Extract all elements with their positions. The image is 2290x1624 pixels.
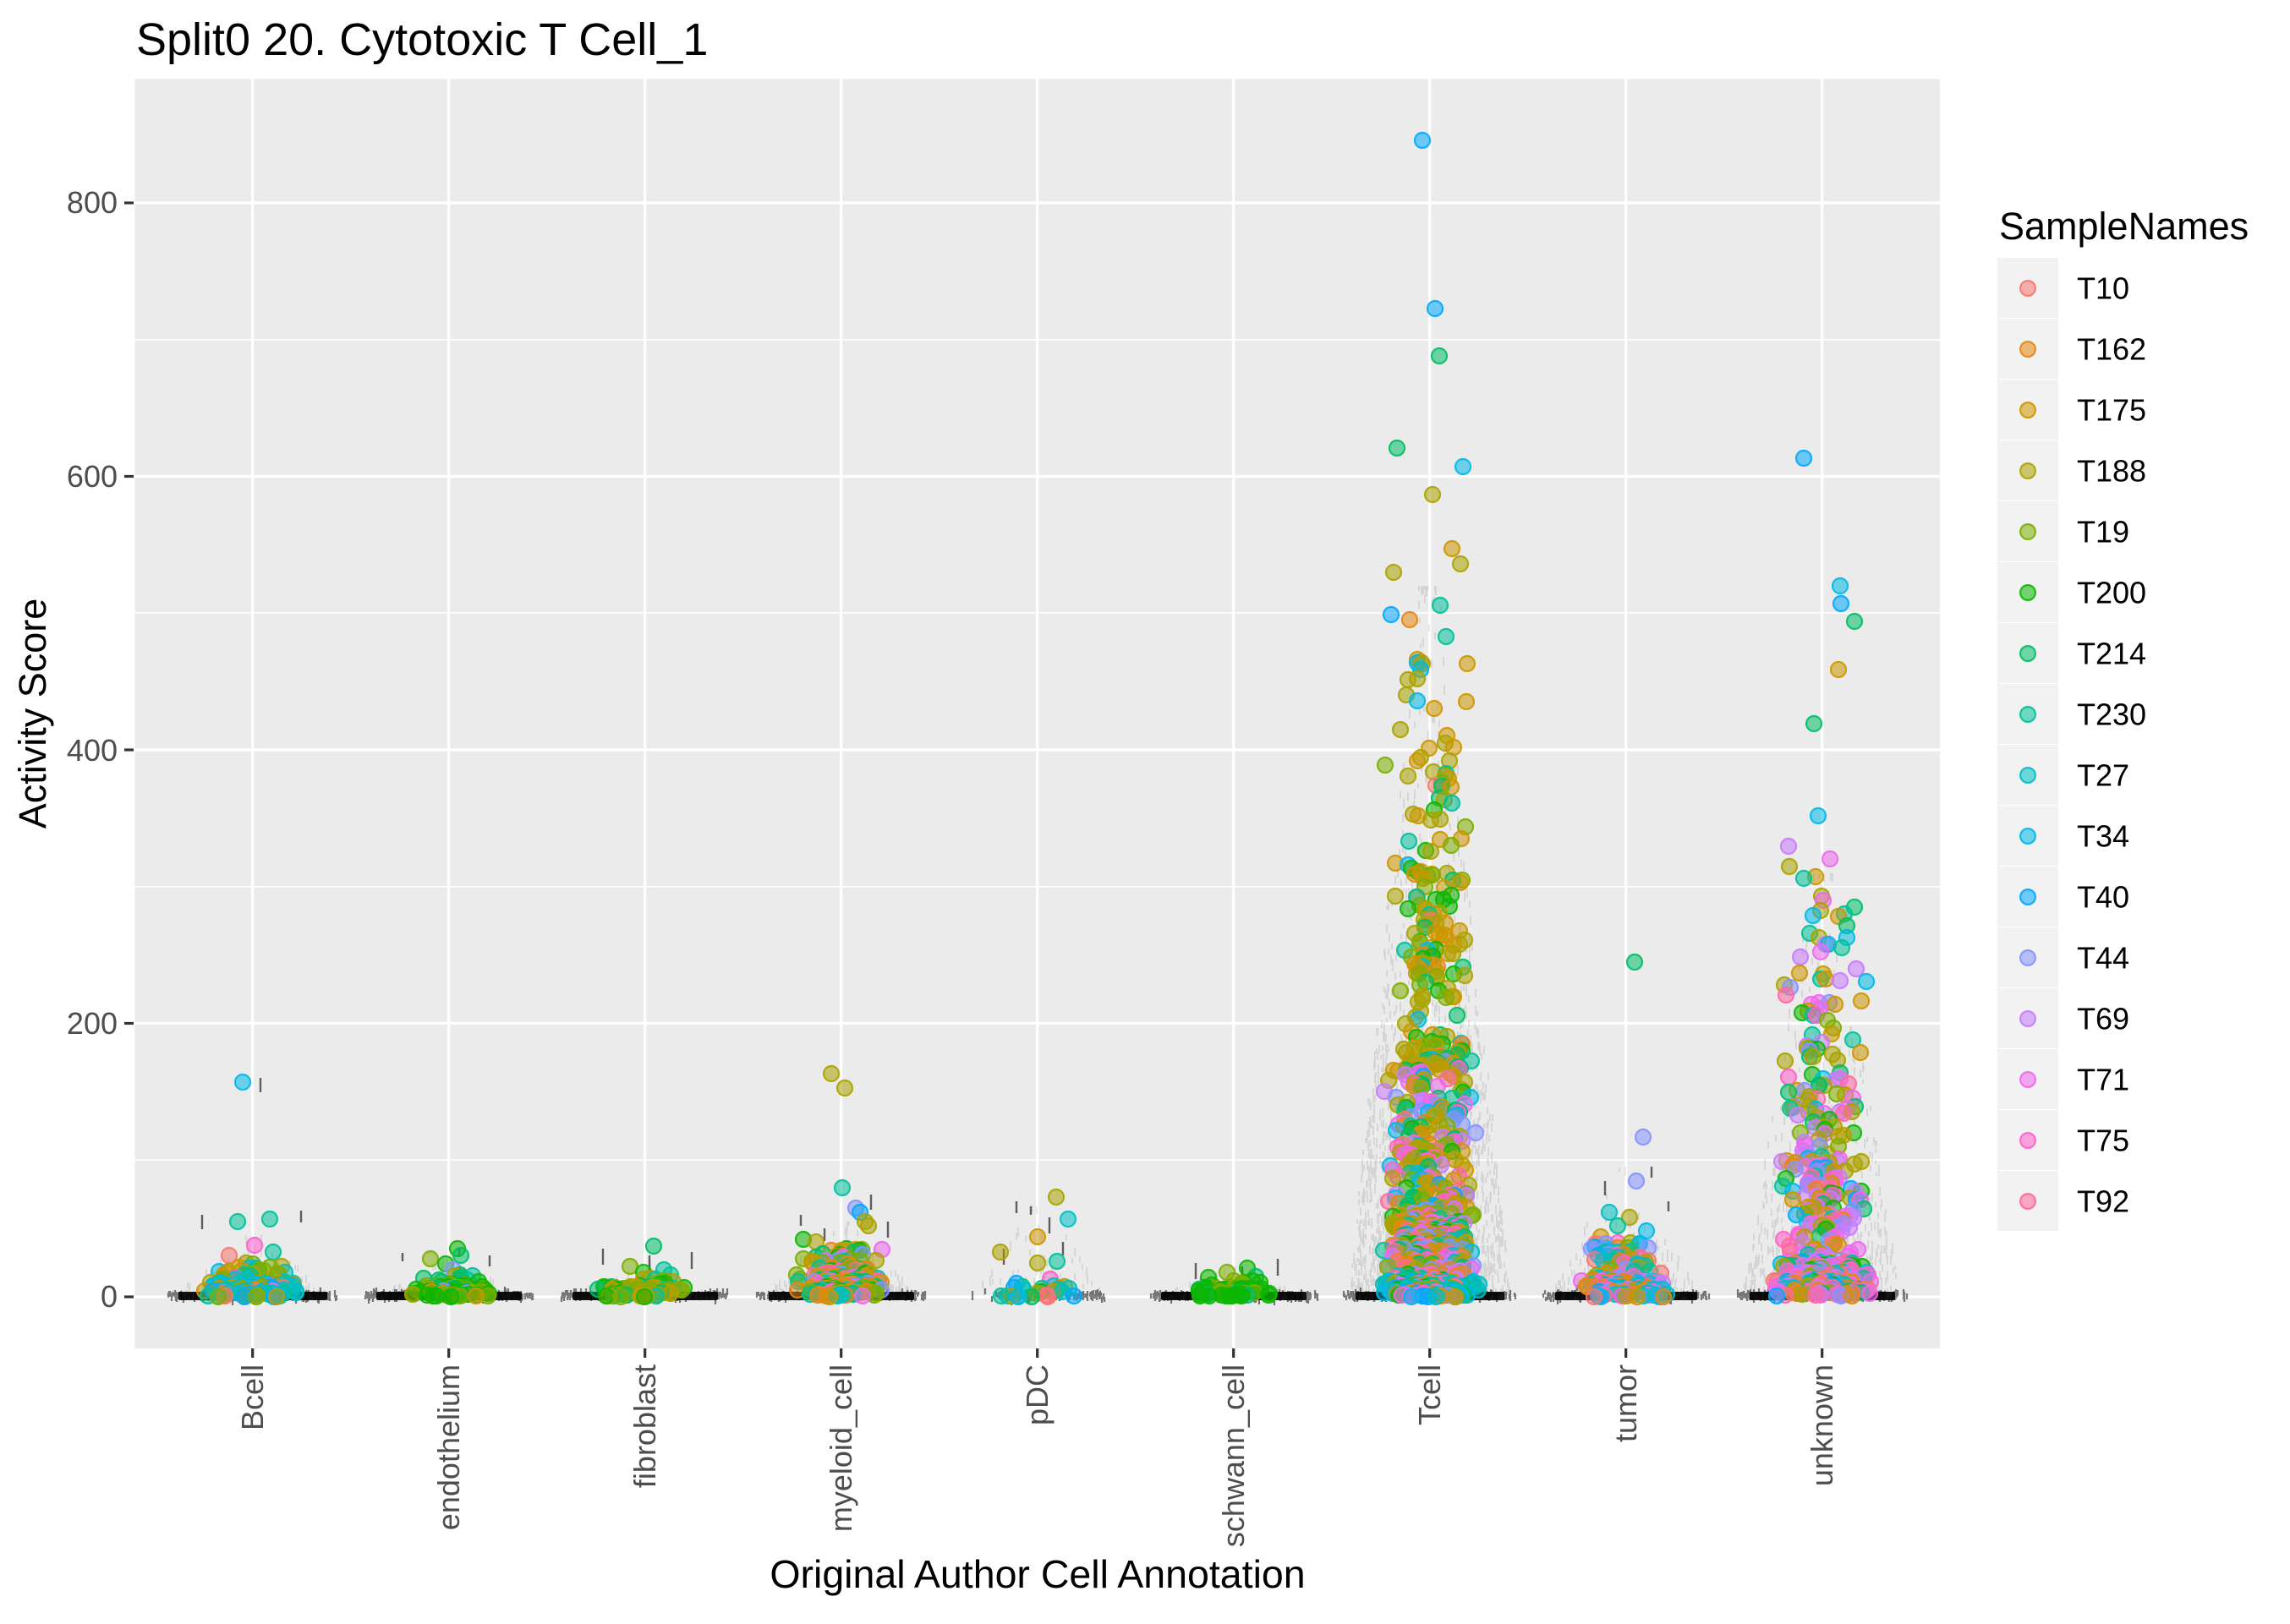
svg-text:T44: T44	[2077, 941, 2129, 976]
svg-text:600: 600	[67, 459, 118, 494]
svg-text:Bcell: Bcell	[235, 1364, 270, 1430]
svg-text:tumor: tumor	[1608, 1364, 1643, 1442]
svg-text:T188: T188	[2077, 454, 2146, 489]
svg-text:T34: T34	[2077, 819, 2129, 854]
svg-text:T175: T175	[2077, 393, 2146, 428]
svg-text:T214: T214	[2077, 637, 2146, 671]
svg-text:T75: T75	[2077, 1124, 2129, 1158]
svg-text:400: 400	[67, 733, 118, 768]
svg-text:T10: T10	[2077, 271, 2129, 306]
svg-text:myeloid_cell: myeloid_cell	[824, 1364, 858, 1532]
svg-text:Tcell: Tcell	[1412, 1364, 1447, 1425]
svg-text:T19: T19	[2077, 515, 2129, 550]
svg-text:800: 800	[67, 185, 118, 220]
svg-text:Split0 20. Cytotoxic T Cell_1: Split0 20. Cytotoxic T Cell_1	[136, 14, 708, 65]
svg-text:fibroblast: fibroblast	[627, 1364, 662, 1488]
svg-text:unknown: unknown	[1805, 1364, 1839, 1486]
svg-text:T71: T71	[2077, 1063, 2129, 1097]
svg-text:endothelium: endothelium	[431, 1364, 466, 1530]
svg-text:schwann_cell: schwann_cell	[1216, 1364, 1251, 1547]
svg-text:T69: T69	[2077, 1002, 2129, 1036]
svg-text:pDC: pDC	[1020, 1364, 1055, 1425]
svg-text:200: 200	[67, 1006, 118, 1041]
svg-text:SampleNames: SampleNames	[1999, 205, 2249, 248]
svg-text:T92: T92	[2077, 1184, 2129, 1219]
svg-text:T230: T230	[2077, 697, 2146, 732]
svg-text:Original Author Cell Annotatio: Original Author Cell Annotation	[770, 1552, 1305, 1596]
svg-text:0: 0	[101, 1279, 118, 1314]
svg-text:T27: T27	[2077, 758, 2129, 793]
svg-text:T200: T200	[2077, 576, 2146, 610]
svg-text:T40: T40	[2077, 880, 2129, 915]
svg-text:Activity Score: Activity Score	[11, 599, 54, 829]
svg-text:T162: T162	[2077, 332, 2146, 367]
